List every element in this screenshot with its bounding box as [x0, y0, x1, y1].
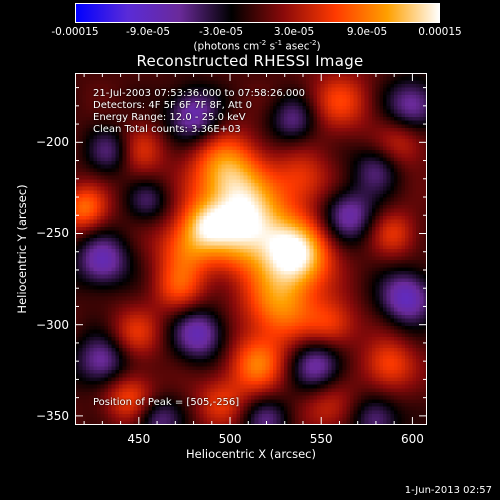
- colorbar-tick-label: 9.0e-05: [346, 26, 388, 38]
- colorbar-tick-label: -3.0e-05: [198, 26, 244, 38]
- x-tick-label: 550: [309, 432, 333, 446]
- plot-area: [75, 73, 427, 425]
- y-axis-label: Heliocentric Y (arcsec): [15, 184, 29, 314]
- x-tick-label: 600: [400, 432, 424, 446]
- info-detectors: Detectors: 4F 5F 6F 7F 8F, Att 0: [93, 100, 253, 111]
- y-tick-label: −300: [36, 317, 69, 332]
- colorbar-gradient: [75, 3, 440, 23]
- info-energy-range: Energy Range: 12.0 - 25.0 keV: [93, 112, 246, 123]
- x-tick-label: 450: [127, 432, 151, 446]
- chart-title: Reconstructed RHESSI Image: [136, 52, 364, 70]
- x-axis-label: Heliocentric X (arcsec): [186, 447, 316, 461]
- x-tick-label: 500: [218, 432, 242, 446]
- y-tick-label: −350: [36, 408, 69, 423]
- info-total-counts: Clean Total counts: 3.36E+03: [93, 124, 241, 135]
- date-stamp: 1-Jun-2013 02:57: [404, 485, 492, 496]
- info-time-range: 21-Jul-2003 07:53:36.000 to 07:58:26.000: [93, 88, 305, 99]
- colorbar: [75, 3, 440, 23]
- colorbar-tick-label: -9.0e-05: [125, 26, 171, 38]
- colorbar-tick-label: 3.0e-05: [273, 26, 315, 38]
- peak-position-label: Position of Peak = [505,-256]: [93, 397, 240, 408]
- colorbar-tick-label: -0.00015: [51, 26, 99, 38]
- heatmap-image: [75, 73, 427, 425]
- y-tick-label: −200: [36, 135, 69, 150]
- colorbar-units: (photons cm-2 s-1 asec-2): [193, 39, 321, 53]
- y-tick-label: −250: [36, 226, 69, 241]
- colorbar-tick-label: 0.00015: [418, 26, 462, 38]
